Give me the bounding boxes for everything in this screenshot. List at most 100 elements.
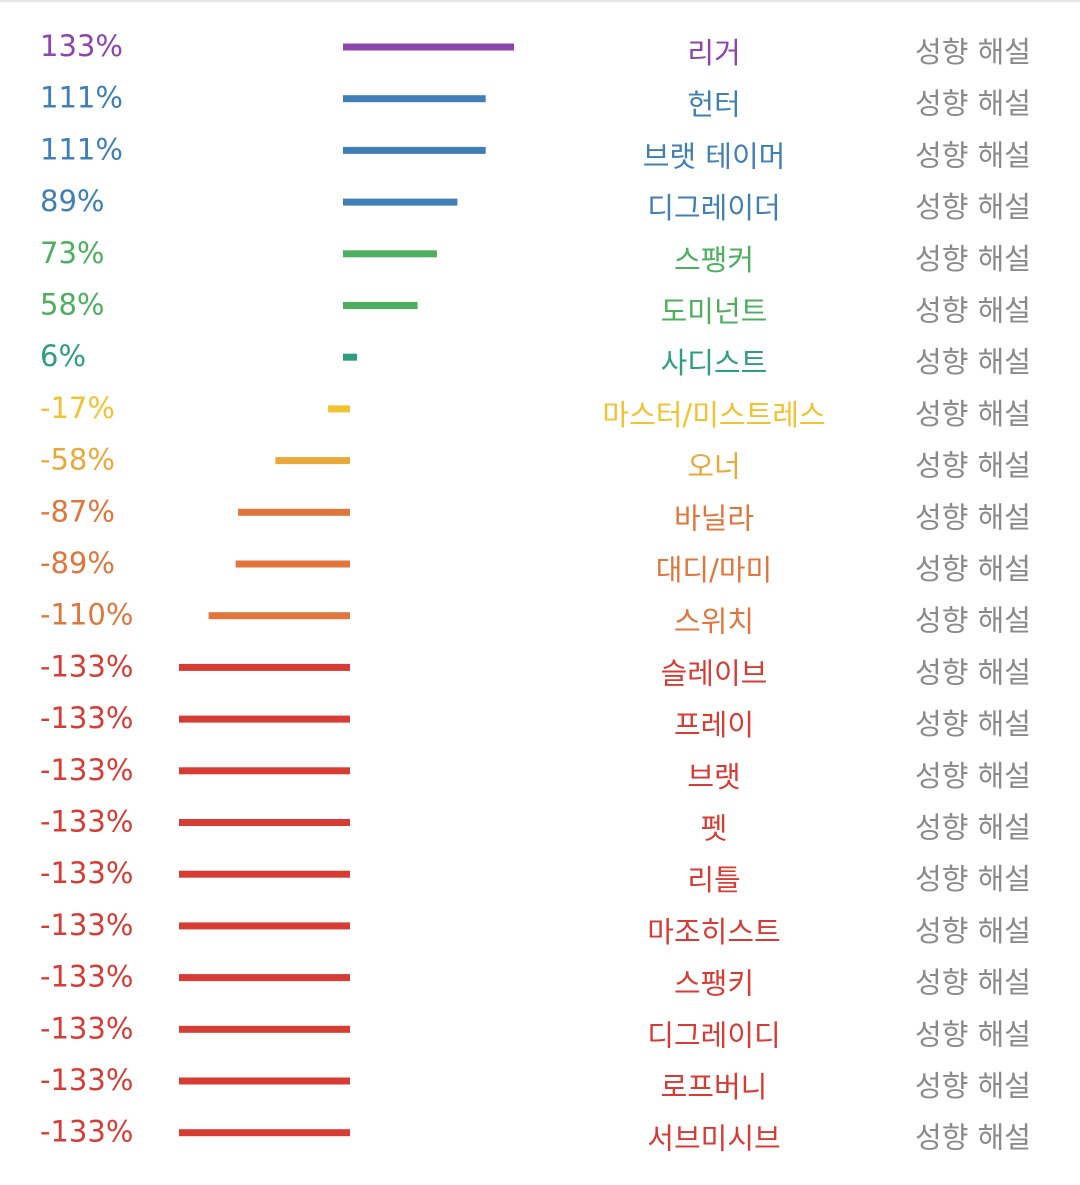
percent-label: -133% xyxy=(40,805,133,839)
chart-row: -133% 슬레이브 성향 해설 xyxy=(40,649,1031,690)
explanation-link[interactable]: 성향 해설 xyxy=(915,87,1031,121)
category-label: 스팽커 xyxy=(674,243,754,277)
chart-row: 73% 스팽커 성향 해설 xyxy=(40,236,1031,277)
percent-label: 6% xyxy=(40,339,86,373)
category-label: 스위치 xyxy=(674,605,754,639)
percent-label: -58% xyxy=(40,443,115,477)
category-label: 브랫 테이머 xyxy=(643,139,786,173)
percent-label: -133% xyxy=(40,649,133,683)
explanation-link[interactable]: 성향 해설 xyxy=(915,1069,1031,1103)
bar xyxy=(179,1025,350,1033)
category-label: 스팽키 xyxy=(674,967,754,1001)
bar xyxy=(235,560,350,568)
bar xyxy=(179,870,350,878)
explanation-link[interactable]: 성향 해설 xyxy=(915,138,1031,172)
explanation-link[interactable]: 성향 해설 xyxy=(915,862,1031,896)
percent-label: 111% xyxy=(40,81,123,115)
chart-row: -110% 스위치 성향 해설 xyxy=(40,598,1031,639)
category-label: 리틀 xyxy=(687,863,740,897)
category-label: 바닐라 xyxy=(674,501,754,535)
chart-row: -17% 마스터/미스트레스 성향 해설 xyxy=(40,391,1031,432)
percent-label: -89% xyxy=(40,546,115,580)
percent-label: 89% xyxy=(40,184,104,218)
percent-label: -133% xyxy=(40,753,133,787)
chart-row: -89% 대디/마미 성향 해설 xyxy=(40,546,1031,587)
percent-label: 58% xyxy=(40,288,104,322)
percent-label: -133% xyxy=(40,856,133,890)
explanation-link[interactable]: 성향 해설 xyxy=(915,914,1031,948)
category-label: 슬레이브 xyxy=(661,656,768,690)
bar xyxy=(343,95,486,103)
explanation-link[interactable]: 성향 해설 xyxy=(915,707,1031,741)
top-divider xyxy=(0,0,1080,2)
percent-label: -133% xyxy=(40,960,133,994)
explanation-link[interactable]: 성향 해설 xyxy=(915,552,1031,586)
bar xyxy=(275,457,350,465)
chart-row: -133% 스팽키 성향 해설 xyxy=(40,960,1031,1001)
explanation-link[interactable]: 성향 해설 xyxy=(915,397,1031,431)
bar xyxy=(179,1077,350,1085)
category-label: 헌터 xyxy=(687,88,740,122)
category-label: 디그레이디 xyxy=(647,1018,780,1052)
explanation-link[interactable]: 성향 해설 xyxy=(915,190,1031,224)
bar xyxy=(343,250,437,258)
bar xyxy=(343,198,458,206)
chart-row: -133% 마조히스트 성향 해설 xyxy=(40,908,1031,949)
category-label: 오너 xyxy=(687,450,740,484)
chart-row: 89% 디그레이더 성향 해설 xyxy=(40,184,1031,225)
explanation-link[interactable]: 성향 해설 xyxy=(915,242,1031,276)
percent-label: 133% xyxy=(40,29,123,63)
bar xyxy=(208,612,350,620)
explanation-link[interactable]: 성향 해설 xyxy=(915,1121,1031,1155)
explanation-link[interactable]: 성향 해설 xyxy=(915,345,1031,379)
bar xyxy=(343,43,514,51)
percent-label: -133% xyxy=(40,1011,133,1045)
explanation-link[interactable]: 성향 해설 xyxy=(915,449,1031,483)
category-label: 사디스트 xyxy=(661,346,768,380)
bar xyxy=(343,146,486,154)
explanation-link[interactable]: 성향 해설 xyxy=(915,759,1031,793)
explanation-link[interactable]: 성향 해설 xyxy=(915,966,1031,1000)
explanation-link[interactable]: 성향 해설 xyxy=(915,811,1031,845)
bar xyxy=(179,974,350,982)
category-label: 대디/마미 xyxy=(656,553,773,587)
chart-row: -58% 오너 성향 해설 xyxy=(40,443,1031,484)
explanation-link[interactable]: 성향 해설 xyxy=(915,500,1031,534)
chart-row: -133% 프레이 성향 해설 xyxy=(40,701,1031,742)
percent-label: -87% xyxy=(40,494,115,528)
bar xyxy=(179,663,350,671)
chart-row: -133% 디그레이디 성향 해설 xyxy=(40,1011,1031,1052)
explanation-link[interactable]: 성향 해설 xyxy=(915,655,1031,689)
percent-label: -110% xyxy=(40,598,133,632)
percent-label: -17% xyxy=(40,391,115,425)
chart-row: -133% 펫 성향 해설 xyxy=(40,805,1031,846)
explanation-link[interactable]: 성향 해설 xyxy=(915,1017,1031,1051)
chart-row: -133% 서브미시브 성향 해설 xyxy=(40,1115,1031,1156)
chart-row: 133% 리거 성향 해설 xyxy=(40,29,1031,70)
percent-label: 73% xyxy=(40,236,104,270)
category-label: 디그레이더 xyxy=(647,191,780,225)
category-label: 서브미시브 xyxy=(647,1122,780,1156)
category-label: 마스터/미스트레스 xyxy=(602,398,825,432)
explanation-link[interactable]: 성향 해설 xyxy=(915,604,1031,638)
percent-label: -133% xyxy=(40,1063,133,1097)
percent-label: -133% xyxy=(40,908,133,942)
bar xyxy=(179,819,350,826)
chart-row: -87% 바닐라 성향 해설 xyxy=(40,494,1031,535)
bar xyxy=(179,715,350,723)
category-label: 프레이 xyxy=(674,708,754,742)
bar xyxy=(179,1129,350,1137)
bar xyxy=(179,922,350,930)
explanation-link[interactable]: 성향 해설 xyxy=(915,294,1031,328)
category-label: 마조히스트 xyxy=(647,915,780,949)
explanation-link[interactable]: 성향 해설 xyxy=(915,35,1031,69)
chart-row: 6% 사디스트 성향 해설 xyxy=(40,339,1031,380)
bar xyxy=(179,767,350,775)
chart-row: 58% 도미넌트 성향 해설 xyxy=(40,288,1031,329)
chart-row: 111% 헌터 성향 해설 xyxy=(40,81,1031,122)
category-label: 펫 xyxy=(701,812,728,846)
percent-label: -133% xyxy=(40,701,133,735)
category-label: 로프버니 xyxy=(661,1070,768,1104)
chart-row: 111% 브랫 테이머 성향 해설 xyxy=(40,132,1031,173)
